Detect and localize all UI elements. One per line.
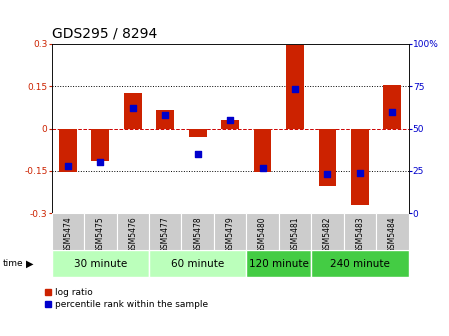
Text: GSM5480: GSM5480 [258,216,267,253]
Point [226,117,233,123]
Bar [181,213,214,250]
Bar [318,128,336,186]
Bar [279,213,311,250]
Text: GSM5478: GSM5478 [193,216,202,253]
Text: GSM5481: GSM5481 [291,216,299,253]
Bar [149,250,247,277]
Bar [189,128,207,137]
Bar [247,213,279,250]
Text: GSM5475: GSM5475 [96,216,105,253]
Bar [247,250,311,277]
Bar [92,128,109,161]
Text: GSM5484: GSM5484 [388,216,397,253]
Bar [351,128,369,205]
Text: GSM5483: GSM5483 [356,216,365,253]
Point [97,160,104,165]
Bar [254,128,272,172]
Bar [84,213,117,250]
Bar [383,85,401,128]
Bar [343,213,376,250]
Bar [221,120,239,128]
Point [162,112,169,118]
Bar [156,110,174,128]
Point [194,151,201,157]
Point [64,163,71,169]
Text: GSM5477: GSM5477 [161,216,170,253]
Bar [124,93,142,128]
Bar [117,213,149,250]
Legend: log ratio, percentile rank within the sample: log ratio, percentile rank within the sa… [45,288,208,309]
Bar [376,213,409,250]
Text: 120 minute: 120 minute [249,259,309,269]
Text: 60 minute: 60 minute [171,259,224,269]
Point [291,87,299,92]
Bar [286,45,304,128]
Bar [214,213,247,250]
Point [324,172,331,177]
Text: GSM5482: GSM5482 [323,216,332,253]
Bar [52,250,149,277]
Bar [59,128,77,172]
Text: 30 minute: 30 minute [74,259,127,269]
Text: GSM5479: GSM5479 [225,216,235,253]
Point [259,165,266,170]
Bar [311,250,409,277]
Bar [149,213,181,250]
Text: time: time [2,259,23,268]
Point [389,109,396,114]
Bar [52,213,84,250]
Bar [311,213,343,250]
Text: ▶: ▶ [26,259,33,269]
Point [129,106,136,111]
Point [357,170,364,175]
Text: GDS295 / 8294: GDS295 / 8294 [52,27,157,41]
Text: GSM5474: GSM5474 [63,216,72,253]
Text: 240 minute: 240 minute [330,259,390,269]
Text: GSM5476: GSM5476 [128,216,137,253]
